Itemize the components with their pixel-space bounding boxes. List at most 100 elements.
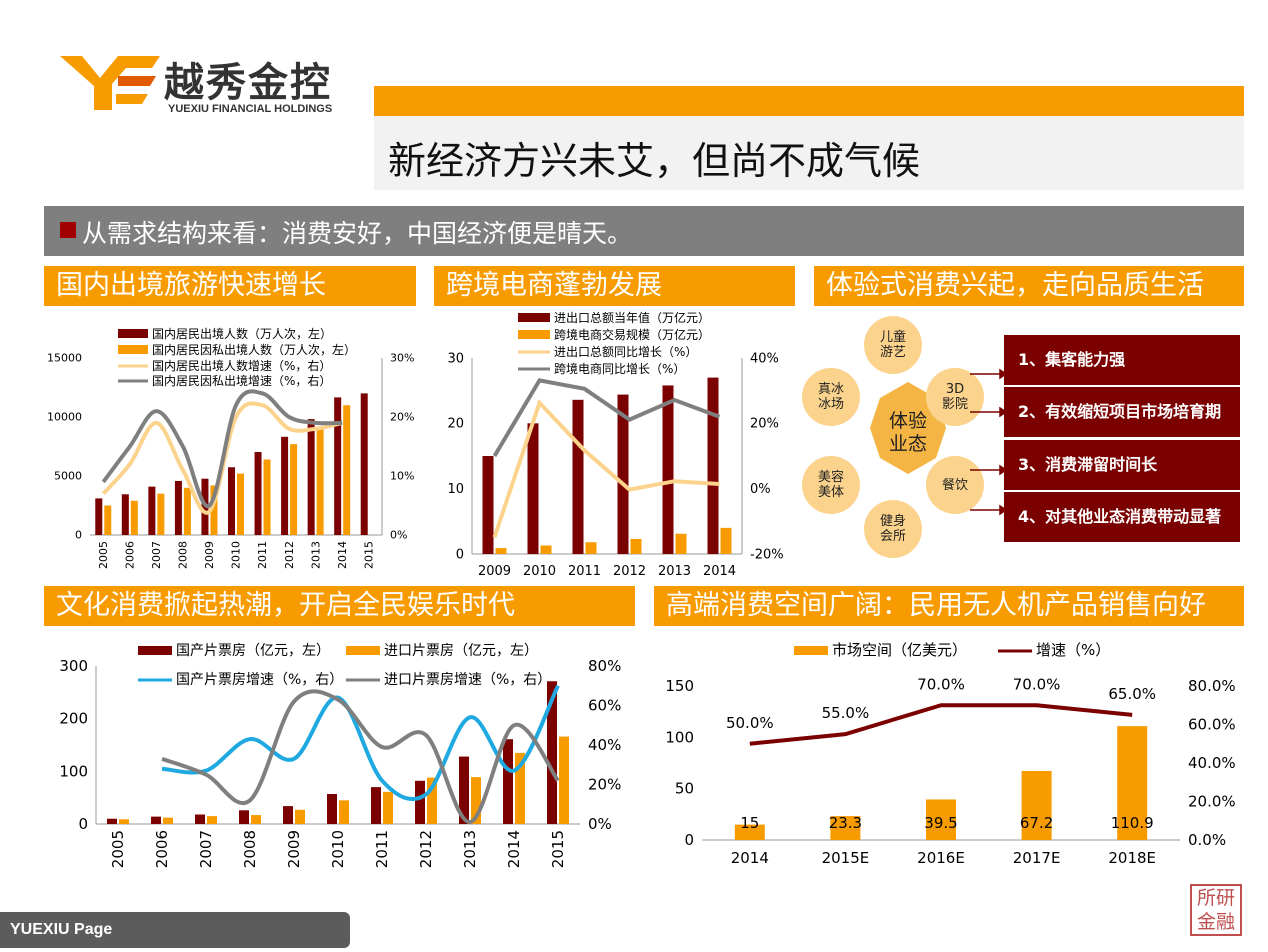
- x-tick: 2013: [309, 541, 322, 569]
- bar: [830, 816, 861, 840]
- y-tick-right: 0.0%: [1188, 831, 1226, 849]
- bar: [527, 423, 539, 554]
- bar: [734, 824, 765, 840]
- section-ecommerce: 跨境电商蓬勃发展: [434, 266, 795, 306]
- bar: [130, 500, 138, 535]
- bar: [383, 791, 393, 824]
- x-tick: 2017E: [1013, 849, 1061, 867]
- y-tick-left: 300: [59, 657, 88, 675]
- data-label: 15: [740, 814, 759, 832]
- bar: [415, 780, 425, 824]
- y-tick-left: 20: [447, 417, 464, 432]
- y-tick-right: 0%: [588, 815, 612, 833]
- y-tick-left: 5000: [54, 470, 82, 483]
- bar: [327, 793, 337, 824]
- bar: [585, 542, 597, 554]
- petal-dining: 餐饮: [926, 456, 984, 514]
- y-tick-left: 150: [665, 677, 694, 695]
- legend-label: 国内居民出境人数（万人次，左）: [152, 326, 332, 341]
- y-tick-left: 30: [447, 351, 464, 366]
- title-accent-bar: [374, 86, 1244, 116]
- chart-ecommerce: 进出口总额当年值（万亿元） 跨境电商交易规模（万亿元） 进出口总额同比增长（%） 跨境…: [447, 310, 784, 579]
- y-tick-left: 200: [59, 710, 88, 728]
- y-tick-right: 40%: [750, 351, 779, 366]
- x-tick: 2015: [362, 541, 375, 569]
- bar: [334, 397, 342, 535]
- seal-stamp: 所研 金融: [1190, 884, 1242, 936]
- bar: [239, 810, 249, 824]
- bar: [107, 818, 117, 824]
- y-tick-left: 100: [665, 728, 694, 746]
- x-tick: 2011: [568, 564, 601, 579]
- bar: [251, 815, 261, 824]
- bar: [290, 444, 298, 535]
- x-tick: 2012: [283, 541, 296, 569]
- bar: [630, 538, 642, 554]
- bar: [617, 394, 629, 554]
- bar: [174, 480, 182, 535]
- bar: [662, 385, 674, 554]
- bar: [515, 752, 525, 824]
- legend-label: 进口片票房（亿元，左）: [384, 643, 538, 659]
- bar: [360, 393, 368, 535]
- y-tick-right: 40.0%: [1188, 754, 1236, 772]
- x-tick: 2012: [613, 564, 646, 579]
- data-label: 110.9: [1111, 814, 1154, 832]
- y-tick-right: 20%: [588, 776, 621, 794]
- yuexiu-logo-icon: [60, 56, 160, 110]
- x-tick: 2008: [241, 830, 259, 868]
- bar: [210, 485, 218, 535]
- data-label: 39.5: [924, 814, 957, 832]
- bar: [281, 436, 289, 535]
- bar: [459, 756, 469, 824]
- bar: [675, 533, 687, 554]
- section-drone: 高端消费空间广阔：民用无人机产品销售向好: [654, 586, 1244, 626]
- data-label: 50.0%: [726, 714, 774, 732]
- legend-label: 国产片票房（亿元，左）: [176, 643, 330, 659]
- bar: [237, 473, 244, 535]
- title-box: [374, 116, 1244, 190]
- bar: [119, 819, 129, 824]
- petal-ice: 真冰 冰场: [802, 368, 860, 426]
- bar: [343, 405, 351, 535]
- bar: [163, 817, 173, 824]
- y-tick-right: 20%: [750, 417, 779, 432]
- bar: [482, 456, 494, 554]
- x-tick: 2006: [153, 830, 171, 868]
- y-tick-left: 0: [456, 547, 464, 562]
- x-tick: 2011: [256, 541, 269, 569]
- data-label: 23.3: [829, 814, 862, 832]
- y-tick-right: 30%: [390, 352, 414, 365]
- bar: [283, 806, 293, 824]
- bar: [307, 419, 315, 535]
- bar: [316, 426, 324, 535]
- x-tick: 2005: [97, 541, 110, 569]
- x-tick: 2009: [203, 541, 216, 569]
- x-tick: 2018E: [1108, 849, 1156, 867]
- y-tick-right: -20%: [750, 547, 784, 562]
- legend-swatch: [794, 646, 828, 655]
- legend-swatch: [518, 330, 550, 339]
- bar: [148, 486, 156, 535]
- y-tick-right: 20.0%: [1188, 793, 1236, 811]
- experience-item-3: 3、消费滞留时间长: [1004, 440, 1240, 490]
- bar: [254, 452, 262, 535]
- bar: [926, 799, 956, 840]
- x-tick: 2013: [461, 830, 479, 868]
- series-line: [161, 684, 560, 801]
- bar: [339, 800, 349, 824]
- y-tick-left: 10: [447, 482, 464, 497]
- square-bullet-icon: [60, 222, 76, 238]
- section-travel: 国内出境旅游快速增长: [44, 266, 416, 306]
- data-label: 70.0%: [1013, 675, 1061, 693]
- bar: [207, 816, 217, 824]
- legend-label: 进口片票房增速（%，右）: [384, 672, 551, 688]
- y-tick-left: 0: [75, 529, 82, 542]
- legend-label: 进出口总额当年值（万亿元）: [554, 310, 710, 325]
- petal-kids: 儿童 游艺: [864, 316, 922, 374]
- y-tick-right: 0%: [390, 529, 407, 542]
- legend-swatch: [118, 345, 148, 354]
- series-line: [161, 689, 560, 825]
- section-experience: 体验式消费兴起，走向品质生活: [814, 266, 1244, 306]
- bar: [427, 777, 437, 824]
